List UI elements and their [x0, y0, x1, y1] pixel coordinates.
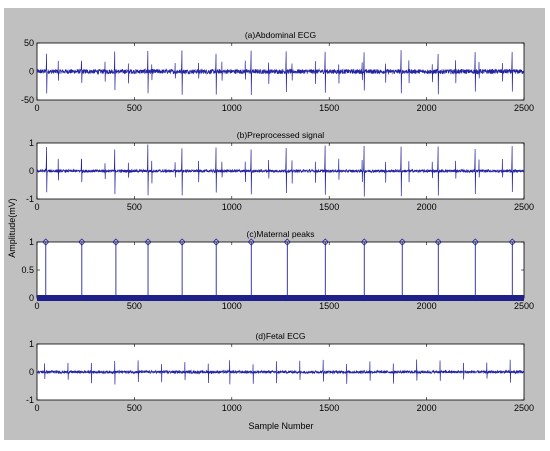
- x-tick-label: 2000: [417, 202, 437, 212]
- panel-title: (b)Preprocessed signal: [237, 130, 325, 140]
- x-axis-label: Sample Number: [248, 421, 313, 431]
- y-tick-label: 0: [29, 293, 34, 303]
- x-tick-label: 2500: [514, 202, 534, 212]
- x-tick-label: 2000: [417, 403, 437, 413]
- zero-baseline: [37, 295, 524, 301]
- x-tick-label: 0: [34, 202, 39, 212]
- x-tick-label: 1500: [319, 301, 339, 311]
- x-tick-label: 1000: [222, 103, 242, 113]
- y-tick-label: -1: [26, 194, 34, 204]
- y-tick-label: 0: [29, 166, 34, 176]
- panel-title: (d)Fetal ECG: [255, 331, 305, 341]
- x-tick-label: 0: [34, 403, 39, 413]
- stem-marker: [360, 238, 368, 246]
- x-tick-label: 1500: [319, 202, 339, 212]
- x-tick-label: 500: [127, 403, 142, 413]
- y-tick-label: 0: [29, 367, 34, 377]
- x-tick-label: 1500: [319, 103, 339, 113]
- panel-title: (a)Abdominal ECG: [245, 30, 316, 40]
- subplot-3: (c)Maternal peaks 0 500 1000 1500 2000 2500 1 0.…: [21, 229, 534, 311]
- stem-marker: [471, 238, 479, 246]
- stem-marker: [212, 238, 220, 246]
- y-tick-label: -1: [26, 395, 34, 405]
- y-tick-label: 1: [29, 138, 34, 148]
- stem-marker: [398, 238, 406, 246]
- y-tick-label: 1: [29, 339, 34, 349]
- panel-title: (c)Maternal peaks: [246, 229, 314, 239]
- stem-marker: [42, 238, 50, 246]
- stem-marker: [283, 238, 291, 246]
- stem-marker: [434, 238, 442, 246]
- stem-marker: [78, 238, 86, 246]
- stem-marker: [178, 238, 186, 246]
- x-tick-label: 0: [34, 103, 39, 113]
- y-tick-label: -50: [21, 95, 34, 105]
- axes-box: [36, 241, 525, 299]
- y-tick-label: 50: [24, 38, 34, 48]
- stem-marker: [144, 238, 152, 246]
- y-tick-label: 0.5: [21, 265, 34, 275]
- x-tick-label: 1000: [222, 301, 242, 311]
- y-tick-label: 0: [29, 67, 34, 77]
- signal-line: [36, 50, 525, 95]
- stem-marker: [112, 238, 120, 246]
- x-tick-label: 2500: [514, 103, 534, 113]
- stem-marker: [321, 238, 329, 246]
- x-tick-label: 1000: [222, 403, 242, 413]
- x-tick-label: 1500: [319, 403, 339, 413]
- x-tick-label: 1000: [222, 202, 242, 212]
- stem-marker: [508, 238, 516, 246]
- y-axis-label: Amplitude(mV): [7, 198, 17, 258]
- y-tick-label: 1: [29, 237, 34, 247]
- x-tick-label: 2000: [417, 301, 437, 311]
- x-tick-label: 2000: [417, 103, 437, 113]
- x-tick-label: 500: [127, 301, 142, 311]
- subplot-2: (b)Preprocessed signal 0 500 1000 1500 2000 25…: [26, 130, 534, 212]
- x-tick-label: 2500: [514, 301, 534, 311]
- stem-marker: [247, 238, 255, 246]
- x-tick-label: 500: [127, 103, 142, 113]
- signal-line: [36, 359, 525, 385]
- x-tick-label: 2500: [514, 403, 534, 413]
- signal-line: [36, 144, 525, 197]
- x-tick-label: 0: [34, 301, 39, 311]
- x-tick-label: 500: [127, 202, 142, 212]
